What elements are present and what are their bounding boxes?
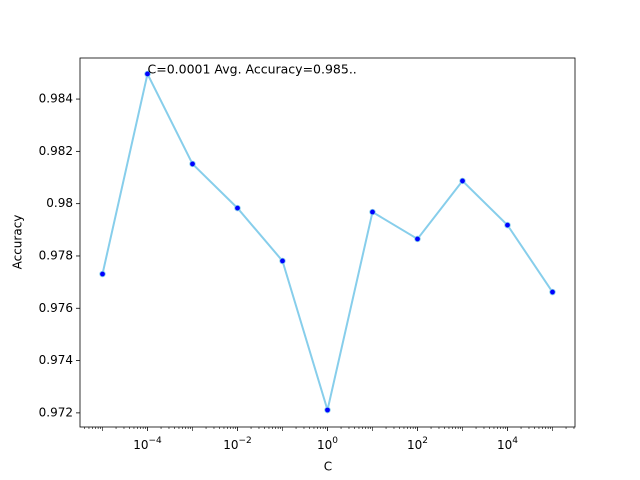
data-point bbox=[99, 270, 106, 278]
x-axis-label: C bbox=[324, 460, 332, 474]
data-point bbox=[459, 177, 466, 185]
y-tick-label: 0.974 bbox=[39, 353, 73, 367]
data-point bbox=[234, 204, 241, 212]
y-tick-label: 0.976 bbox=[39, 301, 73, 315]
data-point bbox=[144, 70, 151, 78]
annotation: C=0.0001 Avg. Accuracy=0.985.. bbox=[148, 61, 357, 76]
y-tick-label: 0.978 bbox=[39, 248, 73, 262]
data-point bbox=[189, 160, 196, 168]
x-tick-label: 100 bbox=[317, 436, 338, 452]
y-tick-label: 0.972 bbox=[39, 405, 73, 419]
data-point bbox=[504, 221, 511, 229]
x-tick-label: 10−2 bbox=[223, 436, 252, 452]
data-point bbox=[414, 235, 421, 243]
plot-frame bbox=[79, 57, 576, 428]
data-point bbox=[549, 288, 556, 296]
x-tick-label: 102 bbox=[407, 436, 428, 452]
y-tick-label: 0.982 bbox=[39, 144, 73, 158]
data-point bbox=[279, 257, 286, 265]
y-tick-label: 0.98 bbox=[46, 196, 73, 210]
x-tick-label: 10−4 bbox=[133, 436, 162, 452]
data-point bbox=[324, 406, 331, 414]
y-axis-label: Accuracy bbox=[11, 215, 25, 270]
y-tick-label: 0.984 bbox=[39, 92, 73, 106]
data-point bbox=[369, 208, 376, 216]
x-tick-label: 104 bbox=[497, 436, 518, 452]
